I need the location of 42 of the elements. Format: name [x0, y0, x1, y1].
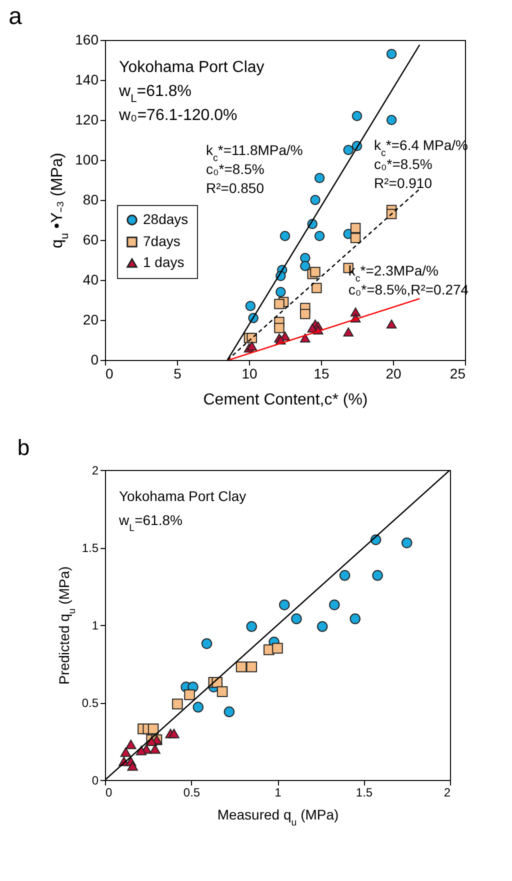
x-tick-label: 5: [174, 366, 182, 382]
annotation: w₀=76.1-120.0%: [118, 107, 238, 124]
y-tick-label: 2: [92, 464, 99, 478]
y-tick-label: 1.5: [82, 541, 99, 555]
x-tick-label: 0: [106, 786, 112, 800]
y-tick-label: 140: [75, 72, 99, 88]
annotation: w$_{L}$=61.8%: [118, 512, 182, 534]
y-tick-label: 1: [92, 618, 99, 632]
y-tick-label: 0.5: [82, 696, 99, 710]
y-tick-label: 0: [92, 774, 99, 788]
x-tick-label: 2: [444, 786, 451, 800]
annotation: R²=0.910: [374, 175, 432, 191]
chart-title: a: [8, 3, 23, 30]
x-axis-title: Measured q$_{u}$ (MPa): [217, 806, 339, 828]
y-tick-label: 20: [82, 312, 99, 328]
y-tick-label: 0: [90, 352, 99, 368]
x-tick-label: 1.5: [356, 786, 373, 800]
annotation: Yokohama Port Clay: [119, 488, 246, 504]
y-tick-label: 40: [82, 272, 99, 288]
y-tick-label: 100: [75, 152, 99, 168]
y-tick-label: 80: [82, 192, 99, 208]
annotation: Yokohama Port Clay: [119, 59, 264, 76]
legend-label: 1 days: [143, 254, 184, 270]
x-tick-label: 10: [242, 366, 258, 382]
annotation: c₀*=8.5%: [206, 161, 264, 177]
y-tick-label: 120: [75, 112, 99, 128]
annotation: w$_{L}$=61.8%: [118, 83, 192, 105]
annotation: c₀*=8.5%: [374, 156, 432, 172]
x-tick-label: 0.5: [183, 786, 200, 800]
x-axis-title: Cement Content,c* (%): [203, 392, 368, 408]
y-tick-label: 60: [82, 232, 99, 248]
annotation: k$_{c}$*=11.8MPa/%: [206, 142, 303, 164]
x-tick-label: 15: [314, 366, 330, 382]
x-tick-label: 20: [386, 366, 402, 382]
legend-label: 7days: [143, 233, 180, 249]
x-tick-label: 1: [274, 786, 282, 800]
annotation: R²=0.850: [206, 180, 264, 196]
y-tick-label: 160: [75, 32, 99, 48]
x-tick-label: 0: [106, 366, 114, 382]
legend-label: 28days: [143, 211, 188, 227]
x-tick-label: 25: [450, 366, 466, 382]
chart-title: b: [17, 435, 30, 460]
